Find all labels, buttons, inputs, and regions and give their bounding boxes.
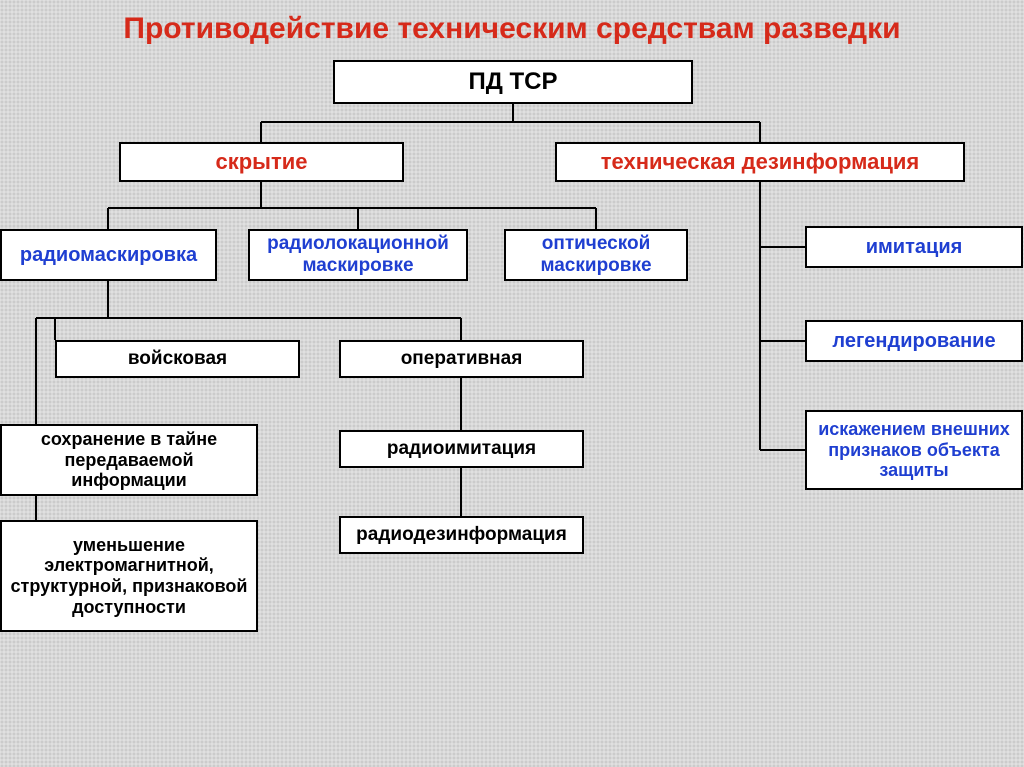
node-skrytie: скрытие: [119, 142, 404, 182]
node-label: имитация: [866, 236, 963, 259]
node-label: радиомаскировка: [20, 244, 197, 267]
node-rm-a1: сохранение в тайне передаваемой информац…: [0, 424, 258, 496]
node-rm-b: оперативная: [339, 340, 584, 378]
node-label: радиоимитация: [387, 438, 536, 460]
node-dezinfo: техническая дезинформация: [555, 142, 965, 182]
node-label: техническая дезинформация: [601, 149, 920, 174]
node-td-3: искажением внешних признаков объекта защ…: [805, 410, 1023, 490]
node-label: уменьшение электромагнитной, структурной…: [8, 535, 250, 618]
node-td-2: легендирование: [805, 320, 1023, 362]
node-rm-a: войсковая: [55, 340, 300, 378]
node-label: войсковая: [128, 348, 227, 370]
node-root: ПД ТСР: [333, 60, 693, 104]
node-label: сохранение в тайне передаваемой информац…: [8, 429, 250, 491]
node-label: радиолокационной маскировке: [256, 233, 460, 277]
node-sk-3: оптической маскировке: [504, 229, 688, 281]
node-rm-b2: радиодезинформация: [339, 516, 584, 554]
node-rm-a2: уменьшение электромагнитной, структурной…: [0, 520, 258, 632]
connector-lines: [0, 0, 1024, 767]
page-title: Противодействие техническим средствам ра…: [0, 12, 1024, 46]
node-label: оперативная: [401, 348, 523, 370]
node-td-1: имитация: [805, 226, 1023, 268]
node-label: скрытие: [215, 149, 307, 174]
node-label: оптической маскировке: [512, 233, 680, 277]
node-sk-2: радиолокационной маскировке: [248, 229, 468, 281]
node-label: искажением внешних признаков объекта защ…: [813, 419, 1015, 481]
node-label: ПД ТСР: [468, 68, 557, 96]
node-rm-b1: радиоимитация: [339, 430, 584, 468]
node-label: легендирование: [832, 330, 995, 353]
node-sk-1: радиомаскировка: [0, 229, 217, 281]
node-label: радиодезинформация: [356, 524, 567, 546]
